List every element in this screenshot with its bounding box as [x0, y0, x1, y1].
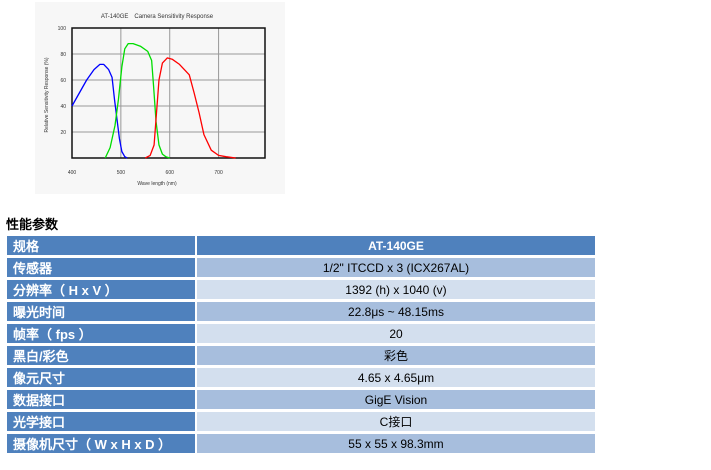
table-row: 分辨率（ H x V ） 1392 (h) x 1040 (v)	[7, 280, 595, 299]
spec-value: 1/2" ITCCD x 3 (ICX267AL)	[197, 258, 595, 277]
spec-key: 光学接口	[7, 412, 195, 431]
spec-value: 彩色	[197, 346, 595, 365]
y-tick-label: 80	[60, 52, 66, 58]
y-tick-label: 60	[60, 78, 66, 84]
spec-key: 数据接口	[7, 390, 195, 409]
chart-title: AT-140GE Camera Sensitivity Response	[101, 14, 214, 20]
series-line	[71, 63, 128, 159]
spec-value: 1392 (h) x 1040 (v)	[197, 280, 595, 299]
table-row: 传感器 1/2" ITCCD x 3 (ICX267AL)	[7, 258, 595, 277]
table-row: 曝光时间 22.8μs ~ 48.15ms	[7, 302, 595, 321]
section-title: 性能参数	[6, 217, 59, 232]
spec-key: 像元尺寸	[7, 368, 195, 387]
spec-table: 规格 AT-140GE 传感器 1/2" ITCCD x 3 (ICX267AL)…	[5, 233, 597, 456]
y-tick-label: 40	[60, 104, 66, 110]
x-tick-label: 500	[117, 170, 126, 176]
table-header-row: 规格 AT-140GE	[7, 236, 595, 255]
header-value: AT-140GE	[197, 236, 595, 255]
spec-value: 55 x 55 x 98.3mm	[197, 434, 595, 453]
spec-key: 黑白/彩色	[7, 346, 195, 365]
x-tick-label: 400	[68, 170, 77, 176]
table-row: 黑白/彩色 彩色	[7, 346, 595, 365]
spec-value: 20	[197, 324, 595, 343]
spec-value: GigE Vision	[197, 390, 595, 409]
y-axis-label: Relative Sensitivity Response (%)	[44, 57, 50, 132]
y-tick-label: 20	[60, 130, 66, 136]
spec-value: 22.8μs ~ 48.15ms	[197, 302, 595, 321]
series-line	[104, 42, 170, 159]
spec-value: C接口	[197, 412, 595, 431]
spec-key: 曝光时间	[7, 302, 195, 321]
series-line	[144, 57, 236, 159]
y-tick-label: 100	[58, 26, 67, 32]
header-key: 规格	[7, 236, 195, 255]
spec-key: 帧率（ fps ）	[7, 324, 195, 343]
table-row: 帧率（ fps ） 20	[7, 324, 595, 343]
table-row: 像元尺寸 4.65 x 4.65μm	[7, 368, 595, 387]
sensitivity-chart: AT-140GE Camera Sensitivity Response 20 4…	[35, 2, 285, 194]
spec-value: 4.65 x 4.65μm	[197, 368, 595, 387]
plot-frame	[71, 27, 266, 159]
x-axis-label: Wave length (nm)	[137, 181, 177, 187]
table-row: 摄像机尺寸（ W x H x D ） 55 x 55 x 98.3mm	[7, 434, 595, 453]
x-tick-label: 700	[214, 170, 223, 176]
table-row: 数据接口 GigE Vision	[7, 390, 595, 409]
spec-key: 分辨率（ H x V ）	[7, 280, 195, 299]
spec-key: 传感器	[7, 258, 195, 277]
spec-key: 摄像机尺寸（ W x H x D ）	[7, 434, 195, 453]
table-row: 光学接口 C接口	[7, 412, 595, 431]
x-tick-label: 600	[166, 170, 175, 176]
